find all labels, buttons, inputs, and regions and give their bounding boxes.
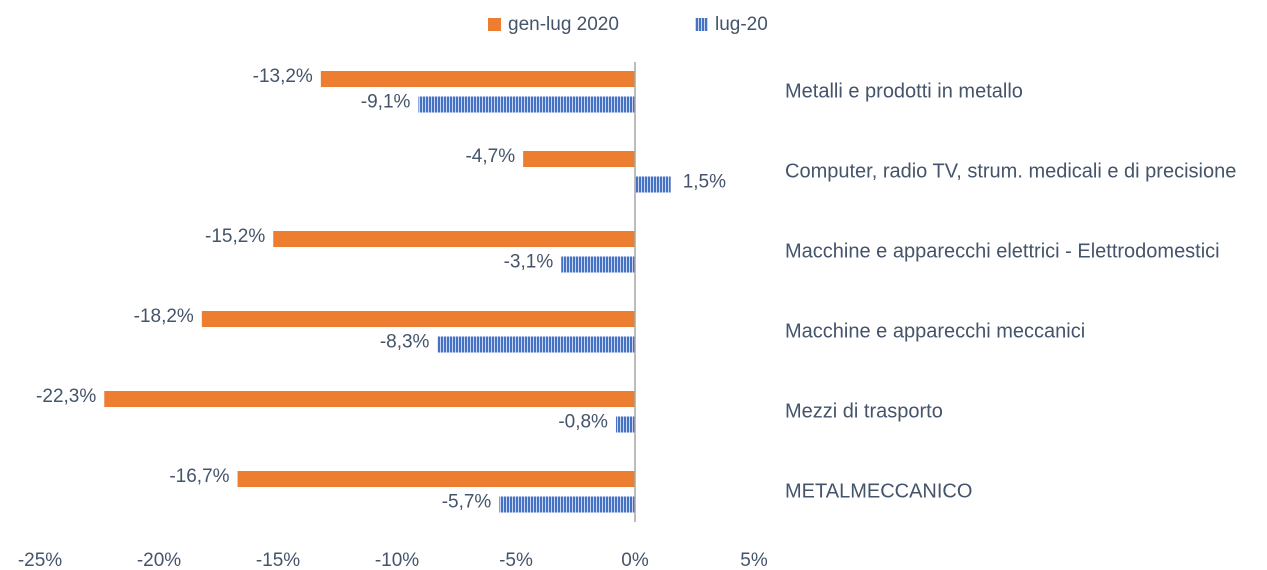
x-tick-label: -25%	[18, 550, 62, 570]
legend-label: lug-20	[715, 14, 768, 35]
data-label: -4,7%	[465, 146, 515, 167]
bar	[499, 496, 635, 513]
bar	[418, 96, 635, 113]
category-label: Macchine e apparecchi elettrici - Elettr…	[785, 240, 1220, 263]
x-tick-label: 5%	[740, 550, 768, 570]
bar	[320, 71, 635, 87]
category-label: Macchine e apparecchi meccanici	[785, 320, 1086, 343]
category-label: Computer, radio TV, strum. medicali e di…	[785, 160, 1237, 183]
data-label: -3,1%	[504, 252, 554, 273]
legend-label: gen-lug 2020	[508, 14, 619, 35]
x-tick-label: -10%	[375, 550, 419, 570]
data-label: -18,2%	[134, 306, 194, 327]
bar	[273, 231, 635, 247]
legend-swatch	[488, 18, 501, 31]
bar	[237, 471, 636, 487]
data-label: -5,7%	[442, 492, 492, 513]
bar	[104, 391, 635, 407]
legend-swatch	[695, 18, 708, 31]
bar	[635, 176, 671, 193]
bar	[523, 151, 635, 167]
category-label: Mezzi di trasporto	[785, 400, 943, 423]
bar	[201, 311, 635, 327]
data-label: -22,3%	[36, 386, 96, 407]
data-label: -9,1%	[361, 92, 411, 113]
x-tick-label: -20%	[137, 550, 181, 570]
data-label: -8,3%	[380, 332, 430, 353]
category-label: METALMECCANICO	[785, 480, 973, 503]
data-label: -16,7%	[169, 466, 229, 487]
bar	[615, 416, 635, 433]
data-label: -15,2%	[205, 226, 265, 247]
category-label: Metalli e prodotti in metallo	[785, 80, 1023, 103]
x-tick-label: 0%	[621, 550, 649, 570]
x-tick-label: -5%	[499, 550, 533, 570]
x-tick-label: -15%	[256, 550, 300, 570]
bar	[561, 256, 635, 273]
data-label: -0,8%	[558, 412, 608, 433]
data-label: -13,2%	[253, 66, 313, 87]
bar	[437, 336, 635, 353]
data-label: 1,5%	[683, 172, 726, 193]
